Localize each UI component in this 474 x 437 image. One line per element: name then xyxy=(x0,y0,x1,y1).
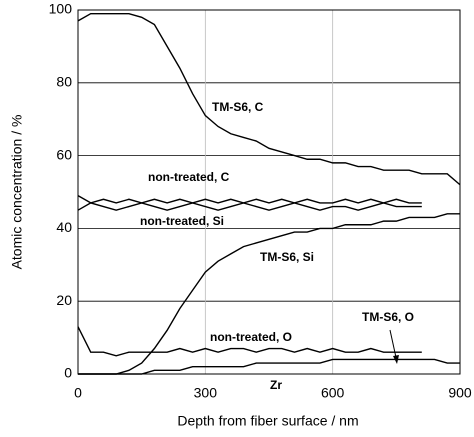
series-label: non-treated, Si xyxy=(140,214,224,228)
series-line xyxy=(78,358,460,375)
series-line xyxy=(77,195,422,204)
series-line xyxy=(77,202,422,211)
y-tick-label: 100 xyxy=(49,1,73,17)
series-line xyxy=(77,12,461,186)
y-tick-label: 60 xyxy=(56,146,72,162)
series-label: TM-S6, C xyxy=(212,100,264,114)
y-tick-label: 40 xyxy=(56,219,72,235)
series-label: TM-S6, Si xyxy=(260,250,314,264)
y-tick-label: 0 xyxy=(64,365,72,381)
y-tick-label: 20 xyxy=(56,292,72,308)
y-tick-label: 80 xyxy=(56,74,72,90)
series-line xyxy=(78,213,460,375)
series-label: non-treated, C xyxy=(148,170,230,184)
x-tick-label: 900 xyxy=(448,385,472,401)
x-tick-label: 300 xyxy=(194,385,218,401)
x-tick-label: 600 xyxy=(321,385,345,401)
series-line xyxy=(77,326,422,357)
series-label: TM-S6, O xyxy=(362,310,414,324)
x-axis-label: Depth from fiber surface / nm xyxy=(177,413,358,429)
annotation: Zr xyxy=(270,378,282,392)
x-tick-label: 0 xyxy=(74,385,82,401)
plot-frame xyxy=(77,9,461,375)
y-axis-label: Atomic concentration / % xyxy=(9,115,25,270)
series-label: non-treated, O xyxy=(210,330,292,344)
